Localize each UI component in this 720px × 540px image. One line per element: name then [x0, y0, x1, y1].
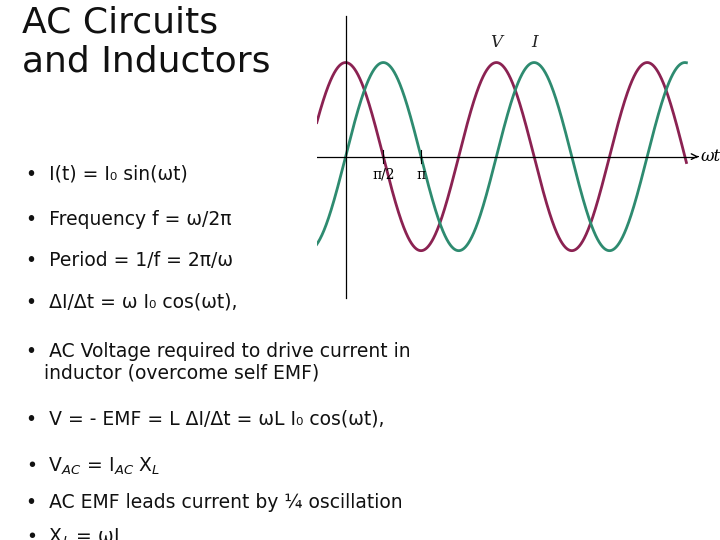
Text: •  AC EMF leads current by ¼ oscillation: • AC EMF leads current by ¼ oscillation [26, 493, 402, 512]
Text: •  V = - EMF = L ΔI/Δt = ωL I₀ cos(ωt),: • V = - EMF = L ΔI/Δt = ωL I₀ cos(ωt), [26, 410, 384, 429]
Text: •  Period = 1/f = 2π/ω: • Period = 1/f = 2π/ω [26, 251, 233, 270]
Text: ωt: ωt [701, 148, 720, 165]
Text: •  I(t) = I₀ sin(ωt): • I(t) = I₀ sin(ωt) [26, 164, 188, 183]
Text: •  X$_L$ = ωL: • X$_L$ = ωL [26, 527, 126, 540]
Text: AC Circuits
and Inductors: AC Circuits and Inductors [22, 5, 270, 79]
Text: •  Frequency f = ω/2π: • Frequency f = ω/2π [26, 210, 232, 228]
Text: •  V$_{AC}$ = I$_{AC}$ X$_L$: • V$_{AC}$ = I$_{AC}$ X$_L$ [26, 455, 161, 476]
Text: I: I [531, 34, 537, 51]
Text: π/2: π/2 [372, 168, 395, 182]
Text: V: V [490, 34, 503, 51]
Text: •  ΔI/Δt = ω I₀ cos(ωt),: • ΔI/Δt = ω I₀ cos(ωt), [26, 293, 238, 312]
Text: •  AC Voltage required to drive current in
   inductor (overcome self EMF): • AC Voltage required to drive current i… [26, 342, 411, 383]
Text: π: π [416, 168, 426, 182]
